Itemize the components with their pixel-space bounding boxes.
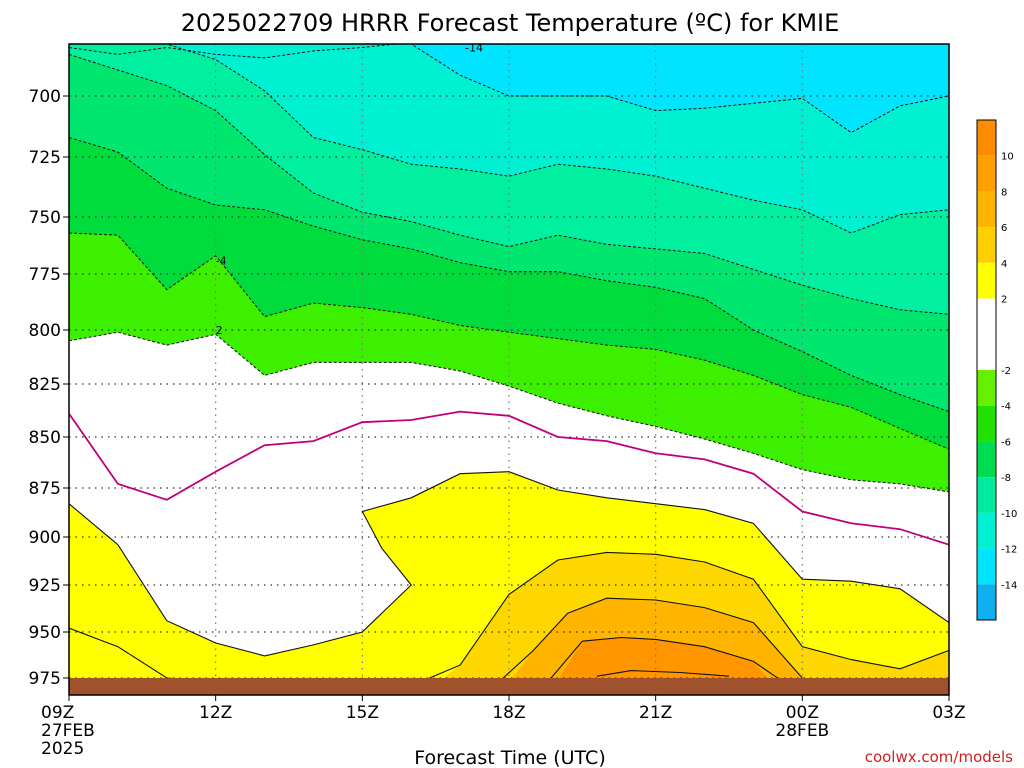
y-tick-label-725: 725: [29, 148, 61, 168]
contour-line--4: [69, 232, 949, 450]
colorbar-tick--4: -4: [1001, 402, 1011, 413]
x-tick-label-9-0: 09Z: [41, 703, 74, 723]
ground-fill: [69, 678, 949, 695]
colorbar-segment--8: [977, 477, 996, 513]
colorbar-segment-10: [977, 155, 996, 192]
grid-lines: [69, 44, 949, 695]
credit-text: coolwx.com/models: [865, 748, 1013, 766]
colorbar-segment-8: [977, 191, 996, 228]
colorbar-tick-10: 10: [1001, 152, 1014, 163]
contour-line-4: [420, 551, 949, 683]
colorbar-tick-4: 4: [1001, 259, 1007, 270]
colorbar-segment-12: [977, 120, 996, 156]
colorbar-segment--4: [977, 405, 996, 442]
x-axis-label: Forecast Time (UTC): [414, 747, 605, 768]
x-tick-label-9-2: 2025: [41, 739, 84, 759]
colorbar-segment--14: [977, 584, 996, 620]
y-tick-label-825: 825: [29, 375, 61, 395]
x-tick-label-24-0: 00Z: [786, 703, 819, 723]
colorbar-segment--12: [977, 548, 996, 585]
colorbar-segment--10: [977, 512, 996, 549]
colorbar-segment-0: [977, 334, 996, 370]
y-tick-label-975: 975: [29, 669, 61, 689]
contour-label-2: 2: [216, 324, 223, 337]
ground-layer: [69, 678, 949, 695]
colorbar-segment-4: [977, 262, 996, 299]
contour-line-2a: [69, 471, 949, 657]
y-tick-label-925: 925: [29, 576, 61, 596]
colorbar-segment-6: [977, 227, 996, 263]
colorbar-tick-8: 8: [1001, 187, 1007, 198]
x-tick-label-12-0: 12Z: [199, 703, 232, 723]
colorbar-tick-2: 2: [1001, 295, 1007, 306]
colorbar-legend: 10 8 6 4 2 -2 -4 -6 -8 -10 -12 -14: [976, 119, 1017, 621]
colorbar-tick--6: -6: [1001, 437, 1011, 448]
y-tick-label-750: 750: [29, 208, 61, 228]
x-tick-label-24-1: 28FEB: [775, 721, 829, 741]
contour-label--4: -4: [216, 254, 227, 267]
colorbar-segment-2: [977, 298, 996, 335]
y-tick-label-700: 700: [29, 87, 61, 107]
colorbar-tick--10: -10: [1001, 509, 1017, 520]
temperature-bands: [69, 44, 949, 695]
contour-line-8: [547, 636, 784, 683]
y-tick-label-800: 800: [29, 321, 61, 341]
x-tick-label-27-0: 03Z: [932, 703, 965, 723]
y-tick-label-900: 900: [29, 528, 61, 548]
chart-title: 2025022709 HRRR Forecast Temperature (ºC…: [181, 9, 840, 37]
y-tick-label-850: 850: [29, 428, 61, 448]
colorbar-tick--14: -14: [1001, 580, 1017, 591]
colorbar-frame: [976, 119, 997, 621]
colorbar-tick--8: -8: [1001, 473, 1011, 484]
colorbar-segment--6: [977, 441, 996, 478]
x-tick-label-15-0: 15Z: [346, 703, 379, 723]
x-tick-label-21-0: 21Z: [639, 703, 672, 723]
contour-line--8: [69, 53, 949, 315]
y-tick-label-950: 950: [29, 623, 61, 643]
colorbar-tick--2: -2: [1001, 366, 1011, 377]
y-axis: 700 725 750 775 800 825 850 875 900 925 950 975: [29, 87, 69, 689]
contour-line--2: [69, 331, 949, 493]
y-tick-label-775: 775: [29, 265, 61, 285]
y-tick-label-875: 875: [29, 479, 61, 499]
x-tick-label-9-1: 27FEB: [41, 721, 95, 741]
contour-line--6: [69, 137, 949, 413]
contour-line-6: [498, 597, 803, 683]
contour-line-10: [596, 670, 730, 677]
x-tick-label-18-0: 18Z: [492, 703, 525, 723]
contour-line-0: [69, 410, 949, 546]
colorbar-tick--12: -12: [1001, 545, 1017, 556]
colorbar-tick-6: 6: [1001, 223, 1007, 234]
colorbar-segment--2: [977, 370, 996, 406]
